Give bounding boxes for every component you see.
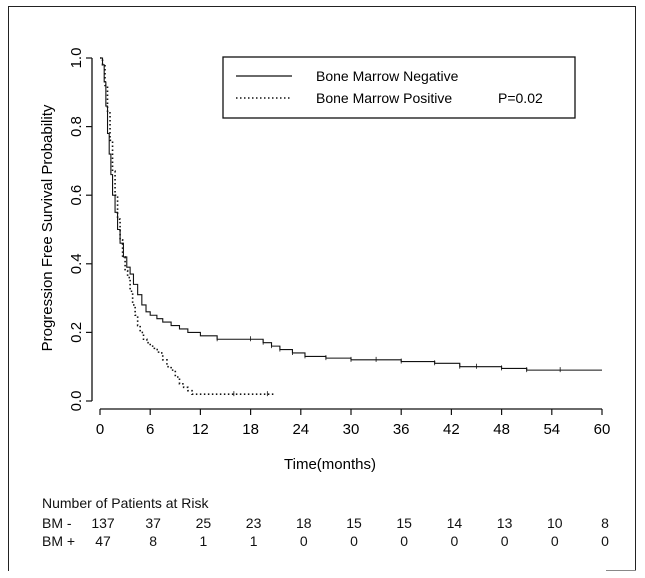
x-axis-title: Time(months) [284, 456, 376, 473]
y-axis-title: Progression Free Survival Probability [39, 104, 56, 351]
x-tick-label-9: 54 [543, 421, 560, 438]
series-layer [100, 57, 602, 397]
x-tick-label-7: 42 [443, 421, 460, 438]
legend-label-positive: Bone Marrow Positive [316, 90, 452, 106]
legend-label-negative: Bone Marrow Negative [316, 68, 459, 84]
series-line-bm-negative [100, 57, 602, 371]
frame-bottom-edge [606, 570, 636, 571]
x-tick-label-2: 12 [192, 421, 209, 438]
x-tick-label-8: 48 [493, 421, 510, 438]
y-tick-label-5: 1.0 [68, 48, 85, 69]
x-tick-label-3: 18 [242, 421, 259, 438]
x-tick-label-0: 0 [96, 421, 104, 438]
x-tick-label-1: 6 [146, 421, 154, 438]
legend: Bone Marrow Negative Bone Marrow Positiv… [222, 56, 576, 119]
y-tick-label-0: 0.0 [68, 391, 85, 412]
axes: 0.0 0.2 0.4 0.6 0.8 1.0 0 6 12 18 24 30 36 42 48 54 60 [68, 48, 610, 438]
y-tick-label-1: 0.2 [68, 322, 85, 343]
x-tick-label-4: 24 [292, 421, 309, 438]
x-tick-label-6: 36 [393, 421, 410, 438]
x-tick-label-10: 60 [594, 421, 611, 438]
y-tick-label-3: 0.6 [68, 185, 85, 206]
legend-box [222, 56, 576, 119]
figure-frame [8, 6, 636, 571]
x-tick-label-5: 30 [343, 421, 360, 438]
y-tick-label-4: 0.8 [68, 116, 85, 137]
legend-p-value: P=0.02 [498, 90, 543, 106]
y-tick-label-2: 0.4 [68, 253, 85, 274]
